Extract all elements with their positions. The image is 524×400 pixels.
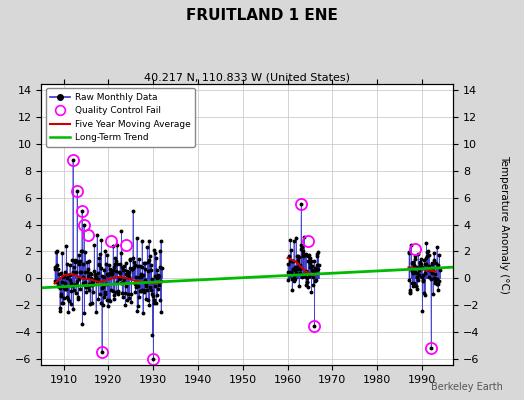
Y-axis label: Temperature Anomaly (°C): Temperature Anomaly (°C) [499, 155, 509, 294]
Legend: Raw Monthly Data, Quality Control Fail, Five Year Moving Average, Long-Term Tren: Raw Monthly Data, Quality Control Fail, … [46, 88, 195, 147]
Text: Berkeley Earth: Berkeley Earth [431, 382, 503, 392]
Title: 40.217 N, 110.833 W (United States): 40.217 N, 110.833 W (United States) [144, 73, 350, 83]
Text: FRUITLAND 1 ENE: FRUITLAND 1 ENE [186, 8, 338, 23]
